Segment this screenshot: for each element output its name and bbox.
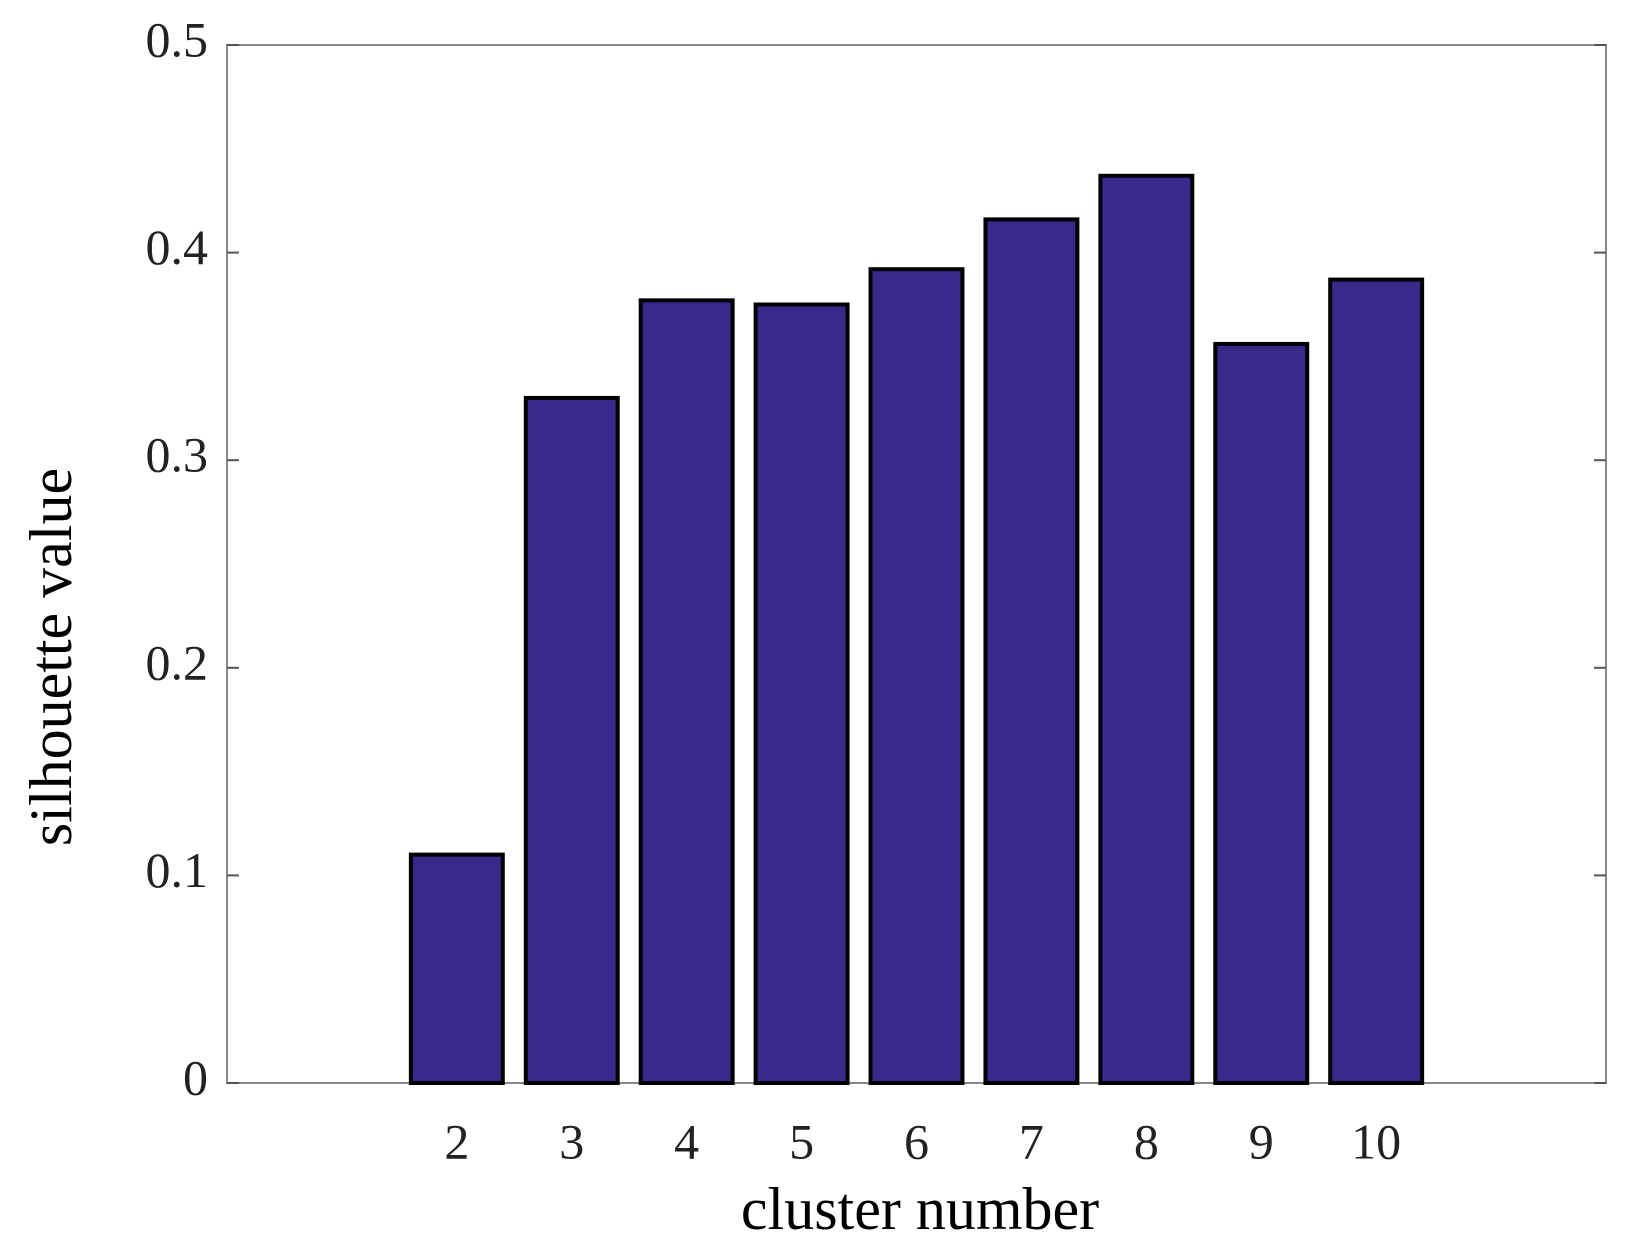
x-tick-label: 4 (674, 1113, 699, 1169)
y-tick-label: 0.4 (146, 219, 209, 275)
y-tick-label: 0.2 (146, 634, 209, 690)
x-tick-label: 9 (1249, 1113, 1274, 1169)
x-tick-label: 7 (1019, 1113, 1044, 1169)
x-tick-label: 8 (1134, 1113, 1159, 1169)
bar (408, 852, 505, 1086)
bar (868, 267, 965, 1085)
y-tick-label: 0.3 (146, 427, 209, 483)
bar (1213, 341, 1310, 1086)
x-tick-label: 2 (444, 1113, 469, 1169)
x-tick-label: 3 (559, 1113, 584, 1169)
x-axis-label: cluster number (741, 1176, 1099, 1242)
bar (753, 302, 850, 1085)
y-axis-label: silhouette value (18, 468, 84, 846)
bar (1328, 277, 1425, 1085)
y-tick-label: 0.5 (146, 11, 209, 67)
bar (638, 298, 735, 1085)
y-tick-label: 0 (183, 1049, 208, 1105)
bar (983, 217, 1080, 1086)
bar (523, 395, 620, 1086)
x-tick-label: 6 (904, 1113, 929, 1169)
bar (1098, 173, 1195, 1085)
x-tick-label: 5 (789, 1113, 814, 1169)
y-tick-label: 0.1 (146, 842, 209, 898)
x-tick-label: 10 (1351, 1113, 1401, 1169)
